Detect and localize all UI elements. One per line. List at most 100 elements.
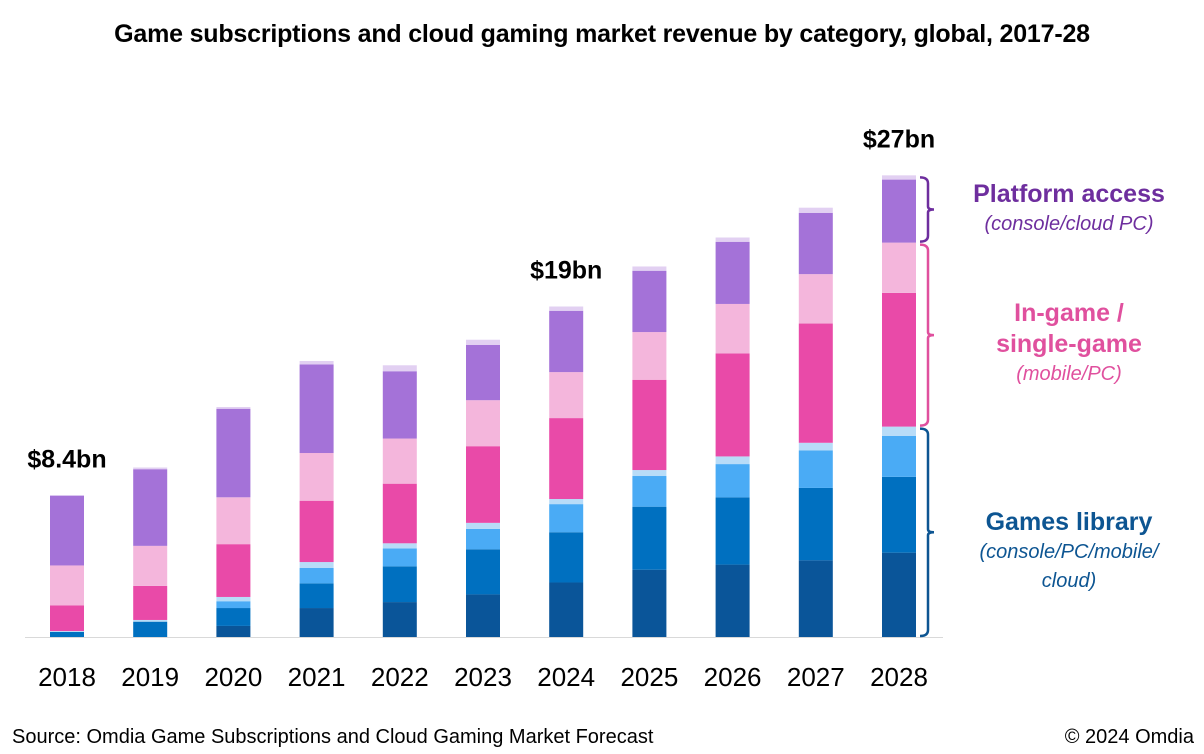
bar-segment-2019-4 xyxy=(133,585,168,620)
x-tick-label-2018: 2018 xyxy=(38,662,96,692)
brace-in-game-single-game xyxy=(919,243,935,427)
bar-segment-2027-3 xyxy=(798,442,833,451)
bar-segment-2028-7 xyxy=(882,175,916,180)
bar-segment-2026-7 xyxy=(715,237,750,242)
copyright-note: © 2024 Omdia xyxy=(1064,726,1194,748)
bar-segment-2027-7 xyxy=(798,207,833,213)
bar-segment-2021-4 xyxy=(299,500,334,563)
bar-segment-2025-4 xyxy=(632,379,667,471)
bar-segment-2027-1 xyxy=(798,487,833,561)
bar-segment-2024-1 xyxy=(549,532,584,583)
bar-segment-2020-6 xyxy=(216,408,251,498)
bar-segment-2020-5 xyxy=(216,497,251,545)
bar-segment-2027-6 xyxy=(798,212,833,275)
legend-subtitle: (console/cloud PC) xyxy=(984,213,1154,235)
bar-segment-2022-4 xyxy=(382,483,417,544)
legend-platform-access: Platform access (console/cloud PC) xyxy=(950,179,1188,239)
bar-segment-2028-6 xyxy=(882,179,916,243)
x-tick-label-2026: 2026 xyxy=(704,662,762,692)
legend-title: Platform access xyxy=(973,180,1165,208)
legend-in-game: In-game / single-game (mobile/PC) xyxy=(950,298,1188,389)
bar-segment-2025-2 xyxy=(632,476,667,507)
bar-segment-2022-3 xyxy=(382,543,417,549)
bar-segment-2028-2 xyxy=(882,435,916,477)
legend-title-line-2: single-game xyxy=(996,330,1142,358)
bar-segment-2026-6 xyxy=(715,241,750,304)
bar-segment-2023-1 xyxy=(466,549,500,595)
bar-segment-2022-1 xyxy=(382,566,417,603)
bar-segment-2024-3 xyxy=(549,499,584,505)
x-tick-label-2023: 2023 xyxy=(454,662,512,692)
bar-segment-2020-0 xyxy=(216,625,251,637)
bar-segment-2028-0 xyxy=(882,552,916,637)
total-annotations: $8.4bn $19bn $27bn xyxy=(27,125,935,473)
bar-segment-2021-6 xyxy=(299,364,334,454)
total-annotation-2028: $27bn xyxy=(863,125,935,153)
bar-segment-2021-0 xyxy=(299,608,334,637)
bar-segment-2028-3 xyxy=(882,426,916,436)
bars-group xyxy=(50,175,916,637)
bar-segment-2023-3 xyxy=(466,522,500,529)
bar-segment-2026-5 xyxy=(715,303,750,354)
bar-segment-2022-0 xyxy=(382,602,417,637)
bar-segment-2024-0 xyxy=(549,582,584,637)
bar-segment-2026-2 xyxy=(715,464,750,498)
x-tick-label-2028: 2028 xyxy=(870,662,928,692)
legend-games-library: Games library (console/PC/mobile/ cloud) xyxy=(950,507,1188,596)
bar-segment-2024-6 xyxy=(549,310,584,373)
bar-segment-2023-6 xyxy=(466,344,500,401)
bar-segment-2018-1 xyxy=(50,631,84,637)
brace-platform-access xyxy=(919,176,935,243)
bar-segment-2026-1 xyxy=(715,497,750,565)
bar-segment-2028-4 xyxy=(882,292,916,427)
bar-segment-2025-6 xyxy=(632,270,667,333)
bar-segment-2018-3 xyxy=(50,631,84,632)
x-tick-label-2021: 2021 xyxy=(288,662,346,692)
legend-braces xyxy=(919,176,935,638)
source-note: Source: Omdia Game Subscriptions and Clo… xyxy=(12,726,654,748)
legend-subtitle-line-2: cloud) xyxy=(1041,570,1097,592)
bar-segment-2023-5 xyxy=(466,400,500,447)
bar-segment-2023-7 xyxy=(466,339,500,345)
bar-segment-2028-1 xyxy=(882,476,916,553)
bar-segment-2025-1 xyxy=(632,506,667,570)
bar-segment-2025-3 xyxy=(632,470,667,477)
x-tick-label-2019: 2019 xyxy=(121,662,179,692)
bar-segment-2021-7 xyxy=(299,361,334,365)
bar-segment-2018-6 xyxy=(50,495,84,566)
bar-segment-2027-2 xyxy=(798,450,833,488)
bar-segment-2026-3 xyxy=(715,456,750,465)
bar-segment-2027-5 xyxy=(798,274,833,324)
bar-segment-2026-0 xyxy=(715,564,750,637)
bar-segment-2025-0 xyxy=(632,569,667,637)
bar-segment-2021-3 xyxy=(299,562,334,569)
bar-segment-2019-1 xyxy=(133,621,168,637)
bar-segment-2024-4 xyxy=(549,418,584,500)
bar-segment-2025-7 xyxy=(632,266,667,271)
bar-segment-2024-2 xyxy=(549,504,584,533)
bar-segment-2024-5 xyxy=(549,372,584,419)
bar-segment-2023-2 xyxy=(466,528,500,550)
x-tick-labels: 2018 2019 2020 2021 2022 2023 2024 2025 2026 2027… xyxy=(38,662,928,692)
bar-segment-2019-7 xyxy=(133,467,168,470)
bar-segment-2020-7 xyxy=(216,407,251,409)
legend-subtitle-line-1: (console/PC/mobile/ xyxy=(979,541,1159,563)
bar-segment-2019-3 xyxy=(133,619,168,622)
bar-segment-2028-5 xyxy=(882,242,916,293)
bar-segment-2022-7 xyxy=(382,365,417,372)
bar-segment-2023-0 xyxy=(466,594,500,637)
bar-segment-2024-7 xyxy=(549,306,584,311)
bar-segment-2022-2 xyxy=(382,548,417,567)
bar-segment-2018-5 xyxy=(50,565,84,606)
bar-segment-2020-1 xyxy=(216,608,251,626)
total-annotation-2024: $19bn xyxy=(530,257,602,285)
brace-games-library xyxy=(919,427,935,638)
x-tick-label-2024: 2024 xyxy=(537,662,595,692)
bar-segment-2026-4 xyxy=(715,353,750,457)
bar-segment-2021-1 xyxy=(299,583,334,609)
x-tick-label-2022: 2022 xyxy=(371,662,429,692)
bar-segment-2027-4 xyxy=(798,323,833,443)
x-tick-label-2025: 2025 xyxy=(620,662,678,692)
total-annotation-2018: $8.4bn xyxy=(27,446,106,474)
